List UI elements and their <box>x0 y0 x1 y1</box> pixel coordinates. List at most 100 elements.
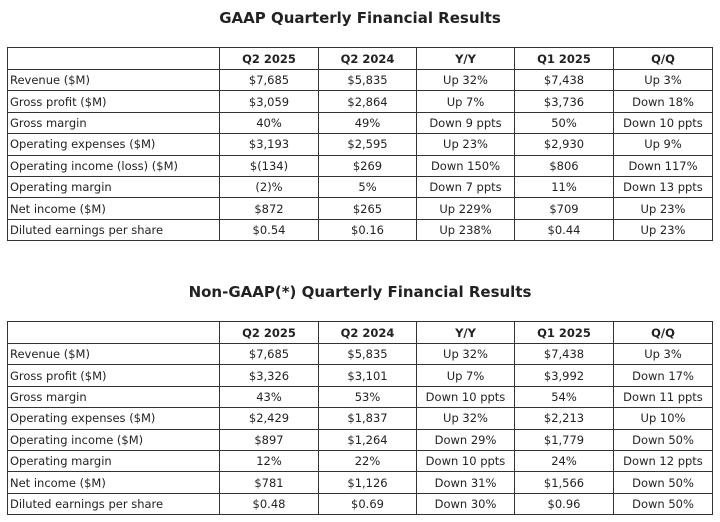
table-row: Operating expenses ($M) $2,429 $1,837 Up 32… <box>7 407 713 430</box>
table-cell: Up 23% <box>613 218 713 242</box>
table-cell: $1,264 <box>318 428 417 451</box>
table-cell: Down 7 ppts <box>416 175 515 199</box>
table-cell: Up 238% <box>416 218 515 242</box>
row-label: Diluted earnings per share <box>7 218 220 242</box>
table-cell: $2,930 <box>514 133 614 156</box>
table-cell: $0.96 <box>514 492 614 516</box>
header-cell: Q2 2025 <box>219 321 319 344</box>
table-row: Gross margin 40% 49% Down 9 ppts 50% Down 10 … <box>7 111 713 135</box>
table-row: Gross profit ($M) $3,326 $3,101 Up 7% $3,992… <box>7 364 713 387</box>
table-cell: Down 10 ppts <box>613 111 713 135</box>
table-cell: Down 10 ppts <box>416 449 515 473</box>
table-cell: $7,685 <box>219 342 319 366</box>
table-cell: 12% <box>219 449 319 473</box>
header-cell: Q2 2024 <box>318 47 417 70</box>
table-row: Revenue ($M) $7,685 $5,835 Up 32% $7,438 Up 3… <box>7 68 713 92</box>
header-cell: Y/Y <box>416 47 515 70</box>
table-cell: Down 29% <box>416 428 515 451</box>
table-cell: 49% <box>318 111 417 135</box>
table-cell: Up 10% <box>613 407 713 430</box>
table-cell: Down 12 ppts <box>613 449 713 473</box>
table-cell: $3,992 <box>514 364 614 387</box>
table-cell: 40% <box>219 111 319 135</box>
row-label: Gross profit ($M) <box>7 90 220 113</box>
table-cell: Up 23% <box>613 197 713 220</box>
table-row: Net income ($M) $872 $265 Up 229% $709 Up 23% <box>7 197 713 220</box>
table-cell: $897 <box>219 428 319 451</box>
table-cell: 11% <box>514 175 614 199</box>
table-cell: $2,595 <box>318 133 417 156</box>
table-cell: Down 31% <box>416 471 515 494</box>
table-cell: Up 32% <box>416 68 515 92</box>
table-cell: Down 50% <box>613 428 713 451</box>
row-label: Gross margin <box>7 385 220 409</box>
row-label: Gross margin <box>7 111 220 135</box>
row-label: Operating income ($M) <box>7 428 220 451</box>
table-cell: Up 3% <box>613 68 713 92</box>
table-cell: Down 10 ppts <box>416 385 515 409</box>
table-cell: Down 18% <box>613 90 713 113</box>
row-label: Operating expenses ($M) <box>7 407 220 430</box>
table-cell: Down 11 ppts <box>613 385 713 409</box>
header-cell: Q/Q <box>613 321 713 344</box>
table-cell: $1,126 <box>318 471 417 494</box>
table-cell: 50% <box>514 111 614 135</box>
row-label: Operating margin <box>7 449 220 473</box>
header-row: Q2 2025 Q2 2024 Y/Y Q1 2025 Q/Q <box>7 47 713 70</box>
table-cell: Down 30% <box>416 492 515 516</box>
table-cell: Down 13 ppts <box>613 175 713 199</box>
financial-table: Q2 2025 Q2 2024 Y/Y Q1 2025 Q/Q Revenue ($M) $… <box>7 321 713 516</box>
table-cell: Down 17% <box>613 364 713 387</box>
header-cell: Q1 2025 <box>514 47 614 70</box>
table-cell: $7,438 <box>514 342 614 366</box>
table-row: Operating income (loss) ($M) $(134) $269 Do… <box>7 154 713 177</box>
row-label: Diluted earnings per share <box>7 492 220 516</box>
table-cell: $7,438 <box>514 68 614 92</box>
table-row: Net income ($M) $781 $1,126 Down 31% $1,566 D… <box>7 471 713 494</box>
table-row: Gross profit ($M) $3,059 $2,864 Up 7% $3,736… <box>7 90 713 113</box>
table-cell: $7,685 <box>219 68 319 92</box>
table-cell: $3,059 <box>219 90 319 113</box>
row-label: Revenue ($M) <box>7 68 220 92</box>
table-cell: $0.16 <box>318 218 417 242</box>
table-cell: $806 <box>514 154 614 177</box>
table-cell: $1,779 <box>514 428 614 451</box>
table-row: Diluted earnings per share $0.48 $0.69 Down… <box>7 492 713 516</box>
table-cell: Up 32% <box>416 407 515 430</box>
table-cell: $0.44 <box>514 218 614 242</box>
table-cell: $1,566 <box>514 471 614 494</box>
table-cell: $781 <box>219 471 319 494</box>
table-cell: $3,326 <box>219 364 319 387</box>
table-cell: 43% <box>219 385 319 409</box>
table-cell: $0.54 <box>219 218 319 242</box>
table-cell: Up 7% <box>416 90 515 113</box>
table-cell: 22% <box>318 449 417 473</box>
table-cell: 53% <box>318 385 417 409</box>
table-row: Operating margin (2)% 5% Down 7 ppts 11% Down… <box>7 175 713 199</box>
table-title: Non-GAAP(*) Quarterly Financial Results <box>188 283 532 301</box>
table-cell: $3,193 <box>219 133 319 156</box>
header-cell: Q2 2025 <box>219 47 319 70</box>
table-cell: $5,835 <box>318 68 417 92</box>
table-cell: Up 32% <box>416 342 515 366</box>
table-cell: $2,429 <box>219 407 319 430</box>
row-label: Gross profit ($M) <box>7 364 220 387</box>
row-label: Operating margin <box>7 175 220 199</box>
table-row: Revenue ($M) $7,685 $5,835 Up 32% $7,438 Up 3… <box>7 342 713 366</box>
table-cell: $2,864 <box>318 90 417 113</box>
table-cell: $265 <box>318 197 417 220</box>
table-cell: Up 3% <box>613 342 713 366</box>
table-cell: $269 <box>318 154 417 177</box>
header-cell <box>7 321 220 344</box>
table-cell: 5% <box>318 175 417 199</box>
table-cell: $5,835 <box>318 342 417 366</box>
header-row: Q2 2025 Q2 2024 Y/Y Q1 2025 Q/Q <box>7 321 713 344</box>
row-label: Net income ($M) <box>7 471 220 494</box>
row-label: Revenue ($M) <box>7 342 220 366</box>
table-cell: 54% <box>514 385 614 409</box>
table-title: GAAP Quarterly Financial Results <box>219 9 501 27</box>
table-cell: $709 <box>514 197 614 220</box>
table-cell: Up 23% <box>416 133 515 156</box>
table-cell: Up 229% <box>416 197 515 220</box>
